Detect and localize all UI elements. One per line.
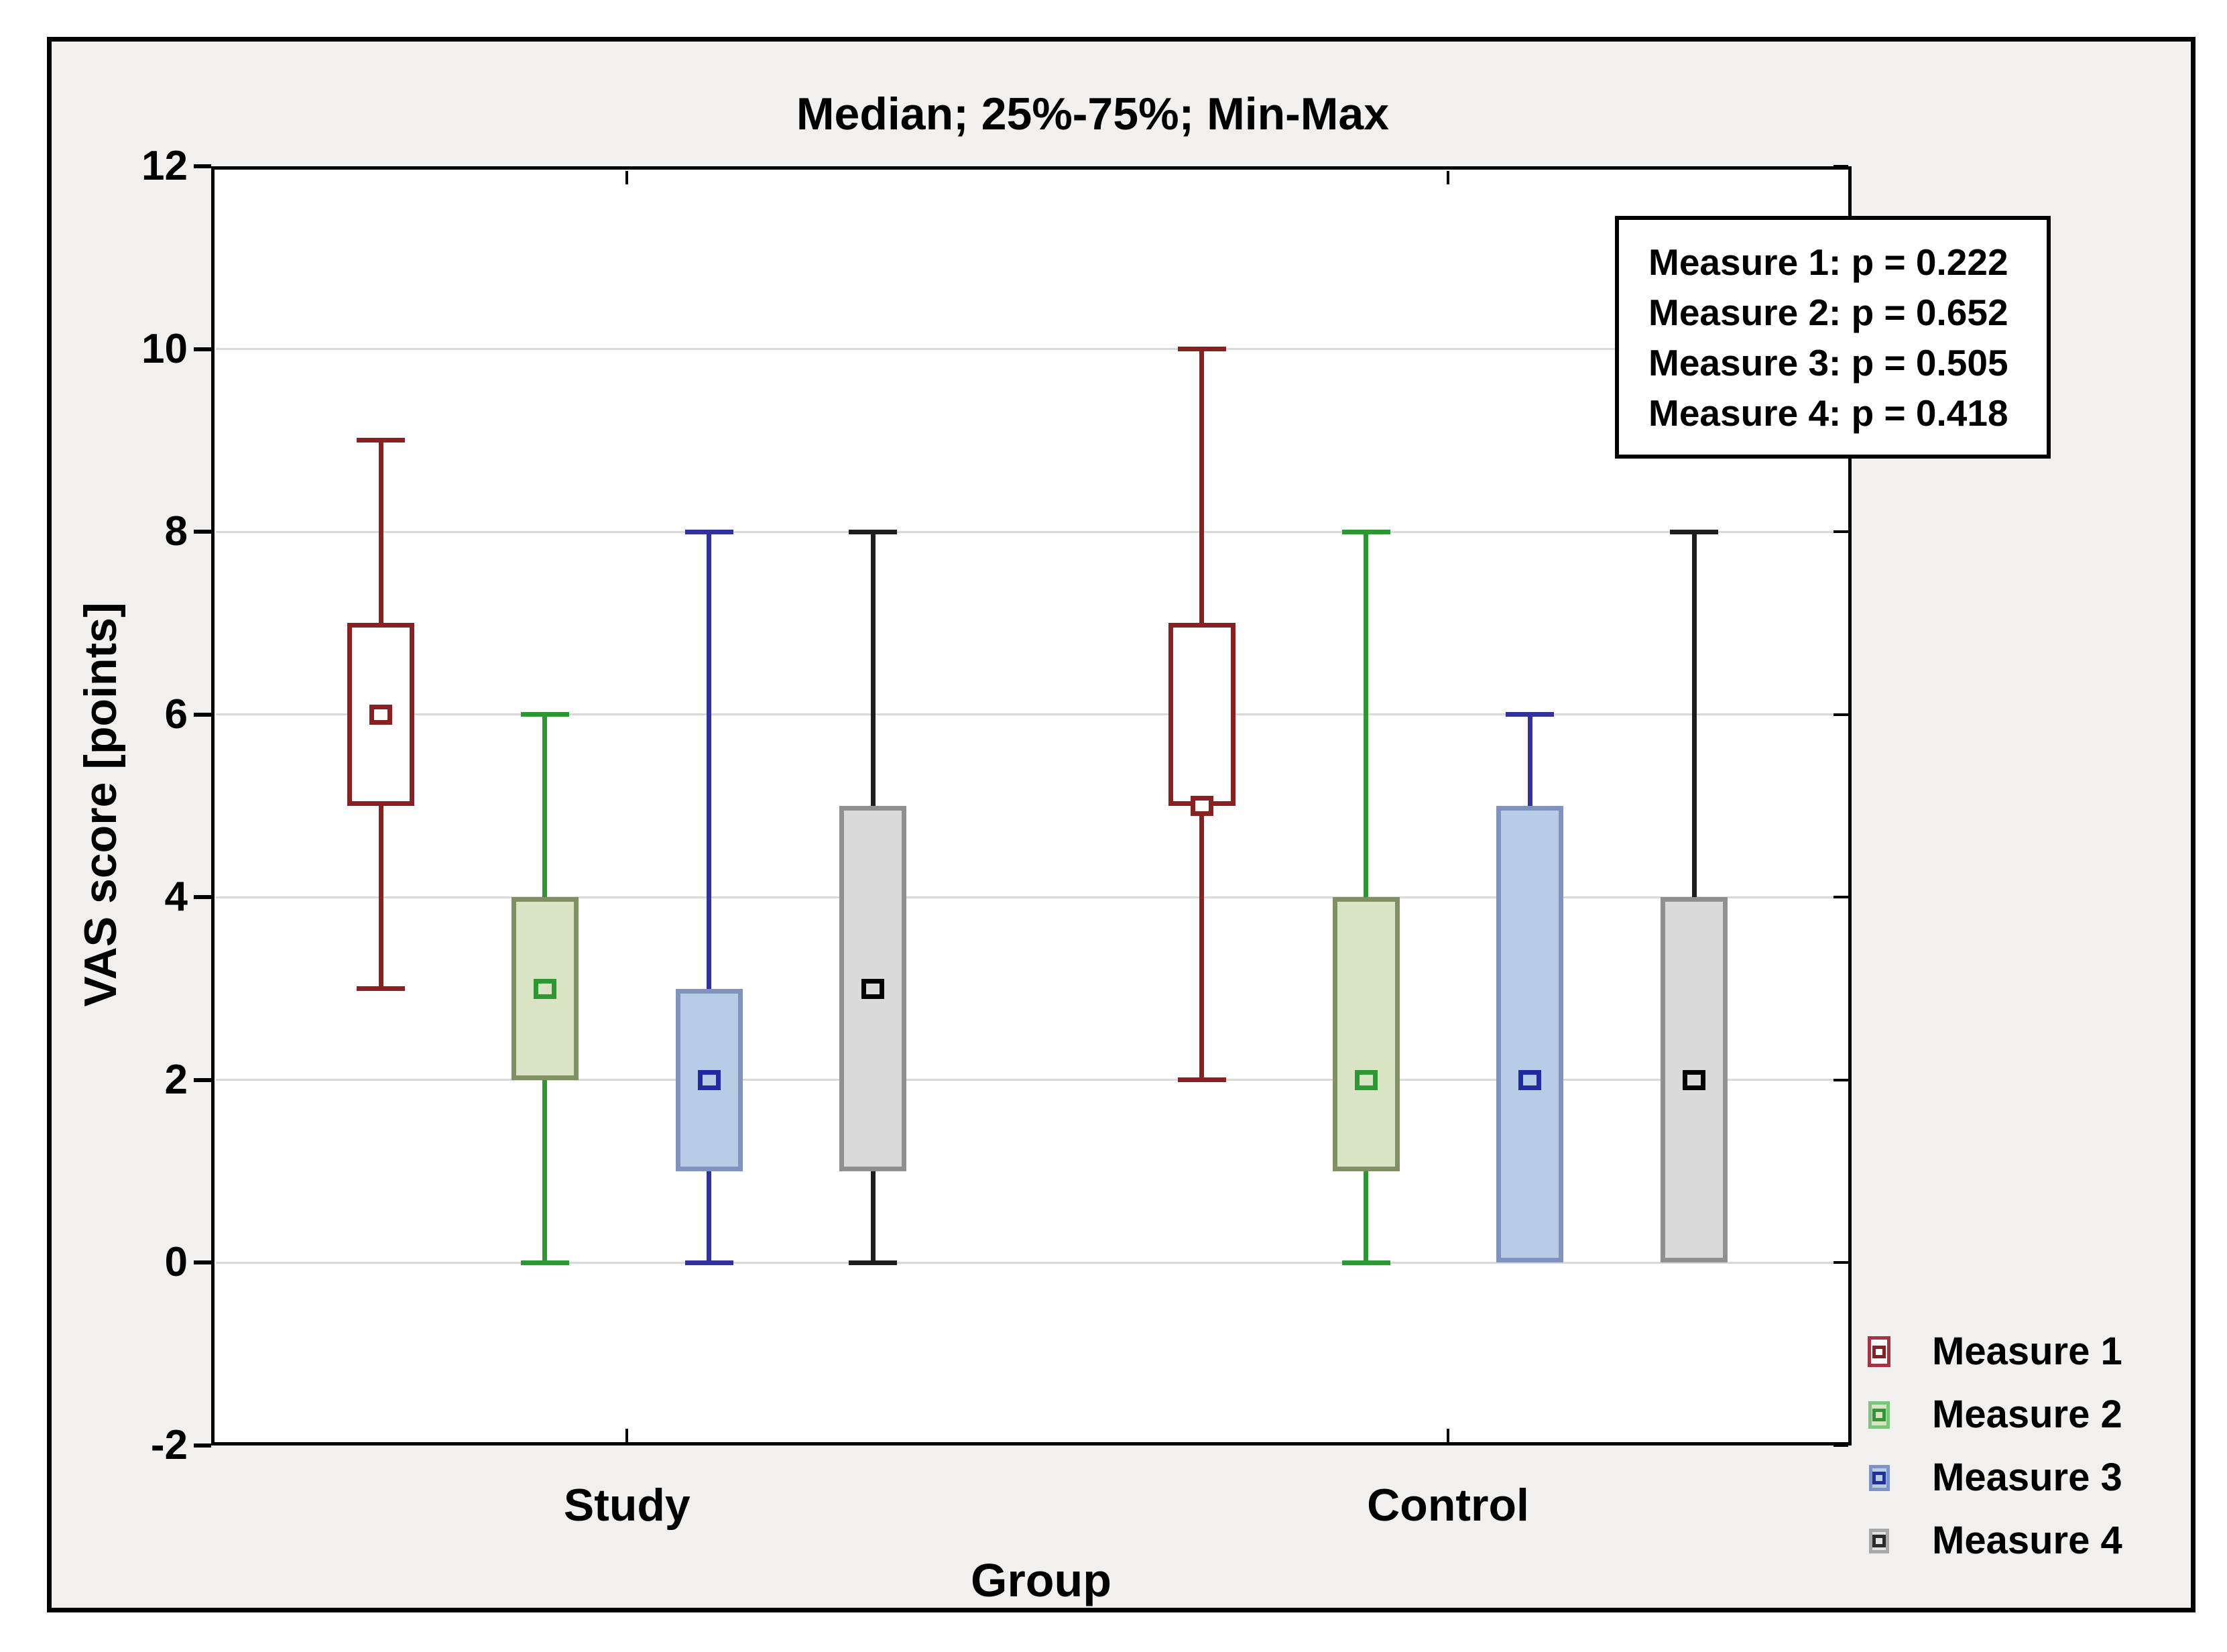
x-axis-tick-top-0 [625,171,629,184]
y-axis-tick--2 [194,1443,211,1448]
legend-marker-1 [1868,1336,1890,1367]
whisker-cap-min-measure-1-control [1177,1077,1226,1083]
median-marker-measure-3-control [1518,1069,1542,1090]
gridline-y-2 [216,1079,1848,1081]
legend-marker-4 [1869,1528,1889,1553]
y-axis-tick-12 [194,164,211,168]
gridline-y-10 [216,348,1848,351]
median-marker-measure-3-study [697,1069,721,1090]
x-category-label-control: Control [1367,1480,1529,1531]
x-axis-tick-bottom-0 [625,1429,629,1442]
median-marker-measure-2-control [1354,1069,1378,1090]
x-category-label-study: Study [563,1480,690,1531]
median-marker-measure-4-study [861,978,885,999]
legend-label-3: Measure 3 [1932,1456,2122,1499]
gridline-y-0 [216,1261,1848,1264]
gridline-y-8 [216,530,1848,533]
gridline-y-6 [216,713,1848,716]
y-axis-tick-4 [194,895,211,900]
legend-marker-3 [1868,1464,1890,1491]
whisker-cap-max-measure-1-study [357,438,406,443]
gridline-y-4 [216,896,1848,898]
box-measure-3-control [1496,806,1564,1263]
median-marker-measure-4-control [1683,1069,1706,1090]
y-axis-tick-10 [194,347,211,351]
whisker-upper-measure-1-control [1199,349,1205,624]
y-tick-label-12: 12 [141,143,188,189]
legend-marker-inner-3 [1872,1471,1886,1484]
whisker-lower-measure-1-study [378,806,383,989]
whisker-cap-min-measure-1-study [357,986,406,992]
chart-title: Median; 25%-75%; Min-Max [796,88,1390,139]
legend-marker-inner-2 [1872,1408,1886,1421]
y-tick-label--2: -2 [150,1422,188,1468]
whisker-upper-measure-4-study [870,532,876,806]
whisker-lower-measure-4-study [870,1171,876,1263]
p-value-line: Measure 4: p = 0.418 [1648,392,2008,434]
whisker-cap-max-measure-1-control [1177,347,1226,352]
whisker-upper-measure-1-study [378,440,383,624]
x-axis-tick-bottom-1 [1447,1429,1450,1442]
y-axis-tick-right--2 [1833,1444,1848,1447]
y-axis-tick-right-8 [1833,530,1848,534]
p-value-line: Measure 2: p = 0.652 [1648,292,2008,333]
whisker-cap-max-measure-3-control [1506,712,1555,717]
whisker-cap-min-measure-2-control [1341,1260,1390,1265]
whisker-lower-measure-1-control [1199,806,1205,1080]
whisker-upper-measure-3-control [1527,714,1532,806]
whisker-cap-max-measure-2-control [1341,529,1390,534]
y-tick-label-8: 8 [164,508,188,555]
legend-marker-2 [1868,1401,1890,1429]
whisker-cap-min-measure-2-study [520,1260,569,1265]
p-value-line: Measure 3: p = 0.505 [1648,342,2008,384]
y-axis-title: VAS score [points] [75,602,126,1007]
x-axis-title: Group [971,1554,1111,1606]
y-axis-tick-0 [194,1260,211,1265]
whisker-upper-measure-4-control [1691,532,1697,898]
box-measure-2-control [1332,897,1400,1172]
y-axis-tick-2 [194,1077,211,1082]
legend-label-4: Measure 4 [1932,1519,2122,1562]
legend-marker-inner-1 [1872,1345,1886,1358]
box-measure-1-study [347,623,415,806]
whisker-cap-min-measure-3-study [684,1260,733,1265]
whisker-lower-measure-3-study [707,1171,712,1263]
whisker-cap-min-measure-4-study [849,1260,898,1265]
plot-area [211,166,1852,1446]
legend-label-2: Measure 2 [1932,1393,2122,1436]
y-tick-label-4: 4 [164,874,188,921]
box-measure-3-study [675,988,743,1172]
legend-label-1: Measure 1 [1932,1330,2122,1373]
median-marker-measure-2-study [533,978,556,999]
whisker-cap-max-measure-4-study [849,529,898,534]
y-axis-tick-right-4 [1833,896,1848,899]
y-tick-label-0: 0 [164,1239,188,1286]
y-axis-tick-right-6 [1833,713,1848,716]
x-axis-tick-top-1 [1447,171,1450,184]
y-tick-label-10: 10 [141,325,188,372]
whisker-cap-max-measure-4-control [1670,529,1719,534]
p-value-line: Measure 1: p = 0.222 [1648,241,2008,283]
y-tick-label-6: 6 [164,691,188,738]
whisker-lower-measure-2-control [1364,1171,1369,1263]
y-tick-label-2: 2 [164,1056,188,1103]
whisker-upper-measure-3-study [707,532,712,989]
y-axis-tick-right-0 [1833,1261,1848,1264]
whisker-cap-max-measure-2-study [520,712,569,717]
y-axis-tick-right-2 [1833,1078,1848,1081]
whisker-upper-measure-2-study [542,714,548,898]
y-axis-tick-8 [194,530,211,534]
box-measure-1-control [1168,623,1236,806]
median-marker-measure-1-study [369,704,393,725]
median-marker-measure-1-control [1190,796,1213,816]
p-value-annotation: Measure 1: p = 0.222 Measure 2: p = 0.652… [1615,216,2051,459]
whisker-upper-measure-2-control [1364,532,1369,898]
whisker-cap-max-measure-3-study [684,529,733,534]
legend-marker-inner-4 [1872,1534,1886,1547]
whisker-lower-measure-2-study [542,1079,548,1263]
y-axis-tick-6 [194,712,211,717]
y-axis-tick-right-12 [1833,165,1848,168]
